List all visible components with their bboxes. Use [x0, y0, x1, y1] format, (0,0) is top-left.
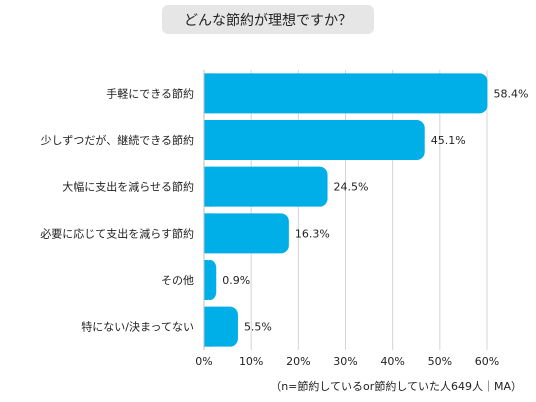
- category-label: 必要に応じて支出を減らす節約: [40, 226, 194, 240]
- value-label: 45.1%: [431, 134, 466, 147]
- x-tick-label: 50%: [428, 355, 452, 368]
- x-tick-label: 20%: [286, 355, 310, 368]
- value-label: 16.3%: [295, 227, 330, 240]
- bar: [204, 73, 488, 114]
- x-tick-label: 30%: [333, 355, 357, 368]
- x-tick-label: 10%: [239, 355, 263, 368]
- bar-left-edge: [204, 260, 209, 300]
- bar-left-edge: [204, 213, 212, 254]
- bar-left-edge: [204, 120, 212, 160]
- bar-left-edge: [204, 306, 212, 347]
- category-label: 手軽にできる節約: [106, 86, 194, 100]
- category-label: 特にない/決まってない: [81, 320, 194, 334]
- x-tick-label: 40%: [380, 355, 404, 368]
- x-tick-label: 60%: [475, 355, 499, 368]
- bar-left-edge: [204, 73, 212, 114]
- x-tick-label: 0%: [195, 355, 212, 368]
- chart-title: どんな節約が理想ですか？: [162, 5, 374, 34]
- bar-left-edge: [204, 166, 212, 207]
- value-label: 0.9%: [222, 274, 250, 287]
- bar: [204, 166, 328, 207]
- sample-size-note: （n=節約しているor節約していた人649人｜MA）: [270, 380, 522, 393]
- category-label: その他: [161, 274, 194, 287]
- bar: [204, 213, 289, 254]
- category-label: 少しずつだが、継続できる節約: [41, 133, 194, 147]
- bar: [204, 306, 238, 347]
- bar: [204, 120, 425, 160]
- value-label: 24.5%: [334, 181, 369, 194]
- value-label: 58.4%: [493, 87, 528, 100]
- value-label: 5.5%: [244, 321, 272, 334]
- category-label: 大幅に支出を減らせる節約: [62, 180, 194, 194]
